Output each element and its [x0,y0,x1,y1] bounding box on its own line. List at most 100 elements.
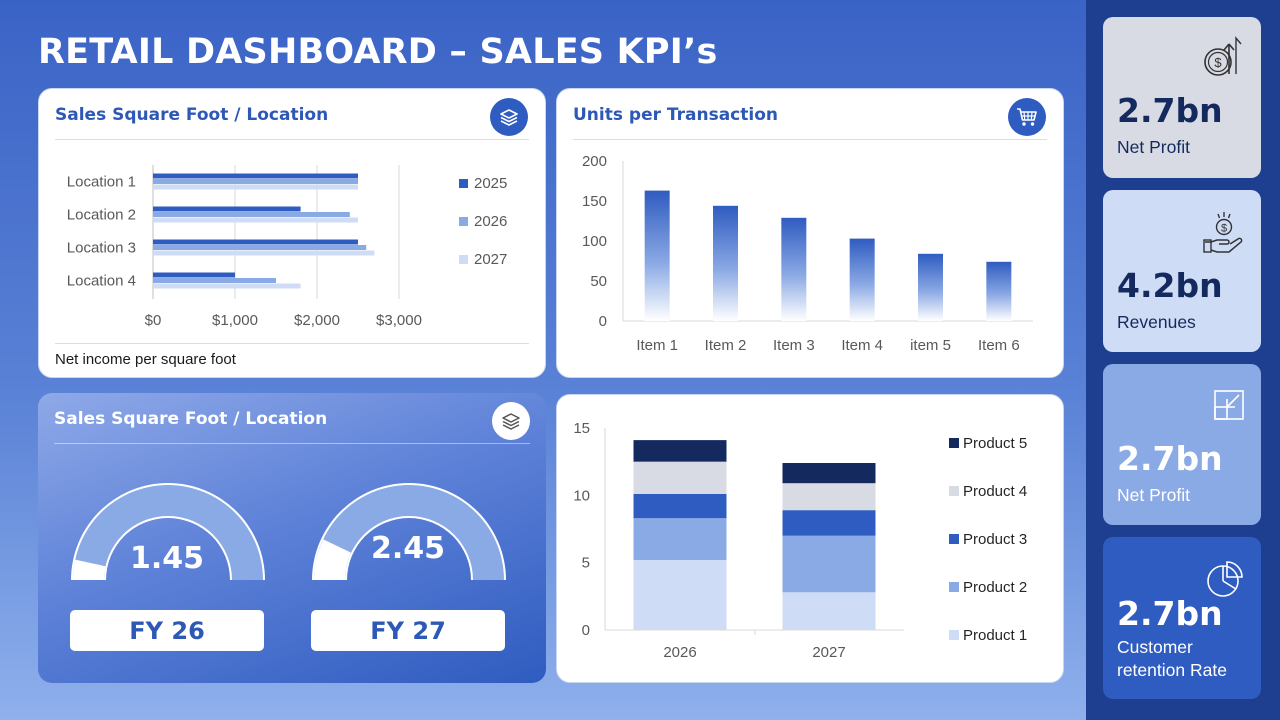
bar [781,217,807,321]
y-tick-label: 5 [582,555,590,572]
x-tick-label: Item 2 [705,337,747,354]
y-tick-label: Location 3 [67,240,136,257]
x-tick-label: $2,000 [294,312,340,329]
legend-label: Product 1 [963,627,1027,644]
gauge-card: Sales Square Foot / Location 1.45 2.45 F… [38,393,546,683]
stack-segment [633,559,727,630]
legend-swatch [949,582,959,592]
y-tick-label: 0 [582,622,590,639]
sales-sqft-title: Sales Square Foot / Location [55,105,329,125]
bar [644,190,670,321]
gauge-card-title: Sales Square Foot / Location [54,409,328,429]
y-tick-label: Location 4 [67,273,136,290]
kpi-card[interactable]: $ 2.7bn Net Profit [1103,17,1261,178]
kpi-card[interactable]: 2.7bn Customer retention Rate [1103,537,1261,699]
sales-sqft-card: Sales Square Foot / Location $0 $1,000 $2,… [38,88,546,378]
x-tick-label: $1,000 [212,312,258,329]
fy-label: FY 27 [311,610,505,651]
gauge-fy27 [312,483,506,580]
kpi-card[interactable]: 2.7bn Net Profit [1103,364,1261,525]
gauge-fy26 [71,483,265,580]
kpi-label: Revenues [1117,312,1196,332]
legend-label: 2026 [474,213,507,230]
x-tick-label: Item 1 [636,337,678,354]
x-tick-label: item 5 [910,337,951,354]
kpi-value: 2.7bn [1117,594,1223,633]
bar [153,278,276,283]
bar [713,205,738,321]
bar [986,261,1012,321]
svg-text:$: $ [1214,55,1222,70]
stack-segment [633,493,727,519]
y-tick-label: 15 [573,420,590,437]
cart-icon[interactable] [1008,98,1046,136]
bar [918,253,943,321]
footnote-divider [55,343,529,344]
bar [153,239,358,245]
location-bar-chart: $0 $1,000 $2,000 $3,000 Location 1 Location 2… [67,165,507,329]
y-tick-label: Location 1 [67,174,136,191]
legend-swatch [459,217,468,226]
bar [153,173,358,179]
kpi-value: 2.7bn [1117,439,1223,478]
kpi-label: Net Profit [1117,137,1190,157]
units-card: Units per Transaction 0 50 100 150 200 Item 1… [556,88,1064,378]
kpi-card[interactable]: $ 4.2bn Revenues [1103,190,1261,352]
card-divider [55,139,529,140]
fy-label: FY 26 [70,610,264,651]
pie-chart-icon [1207,561,1243,597]
products-card: 0 5 10 15 2026 2027 Product 5 Product 4 Product … [556,394,1064,683]
legend-label: 2025 [474,175,507,192]
stack-segment [782,535,876,593]
x-tick-label: 2026 [663,644,696,661]
units-title: Units per Transaction [573,105,778,125]
x-tick-label: $0 [145,312,162,329]
chart-footnote: Net income per square foot [55,351,236,368]
legend-swatch [949,534,959,544]
legend-swatch [459,255,468,264]
stack-segment [633,518,727,560]
svg-text:$: $ [1221,223,1227,235]
collapse-icon [1214,390,1244,420]
bar [153,179,358,184]
legend-swatch [949,438,959,448]
units-bar-chart: 0 50 100 150 200 Item 1 Item 2 Item 3 Item 4 item… [582,153,1033,354]
bar [849,238,875,321]
x-tick-label: $3,000 [376,312,422,329]
x-tick-label: Item 3 [773,337,815,354]
stack-segment [782,483,876,511]
y-tick-label: 200 [582,153,607,170]
bar [153,250,375,256]
stack-segment [633,461,727,494]
products-stacked-chart: 0 5 10 15 2026 2027 Product 5 Product 4 Product … [573,420,1027,661]
legend-label: Product 4 [963,483,1027,500]
card-divider [54,443,530,444]
layers-icon[interactable] [492,402,530,440]
money-growth-icon: $ [1204,36,1242,76]
gauge-value: 1.45 [129,541,205,576]
y-tick-label: Location 2 [67,207,136,224]
legend-swatch [949,630,959,640]
bar [153,272,235,278]
x-tick-label: Item 6 [978,337,1020,354]
kpi-value: 2.7bn [1117,91,1223,130]
kpi-value: 4.2bn [1117,266,1223,305]
y-tick-label: 10 [573,487,590,504]
bar [153,217,358,223]
legend-label: Product 2 [963,579,1027,596]
stack-segment [782,592,876,630]
y-tick-label: 100 [582,233,607,250]
hand-money-icon: $ [1203,212,1243,253]
kpi-label: Net Profit [1117,485,1190,505]
y-tick-label: 150 [582,193,607,210]
legend-label: Product 5 [963,435,1027,452]
kpi-label: Customer retention Rate [1117,637,1227,680]
legend-swatch [949,486,959,496]
legend-label: Product 3 [963,531,1027,548]
gauge-value: 2.45 [370,531,446,566]
bar [153,212,350,217]
page-title: RETAIL DASHBOARD – SALES KPI’s [38,32,718,72]
bar [153,283,301,289]
layers-icon[interactable] [490,98,528,136]
x-tick-label: 2027 [812,644,845,661]
